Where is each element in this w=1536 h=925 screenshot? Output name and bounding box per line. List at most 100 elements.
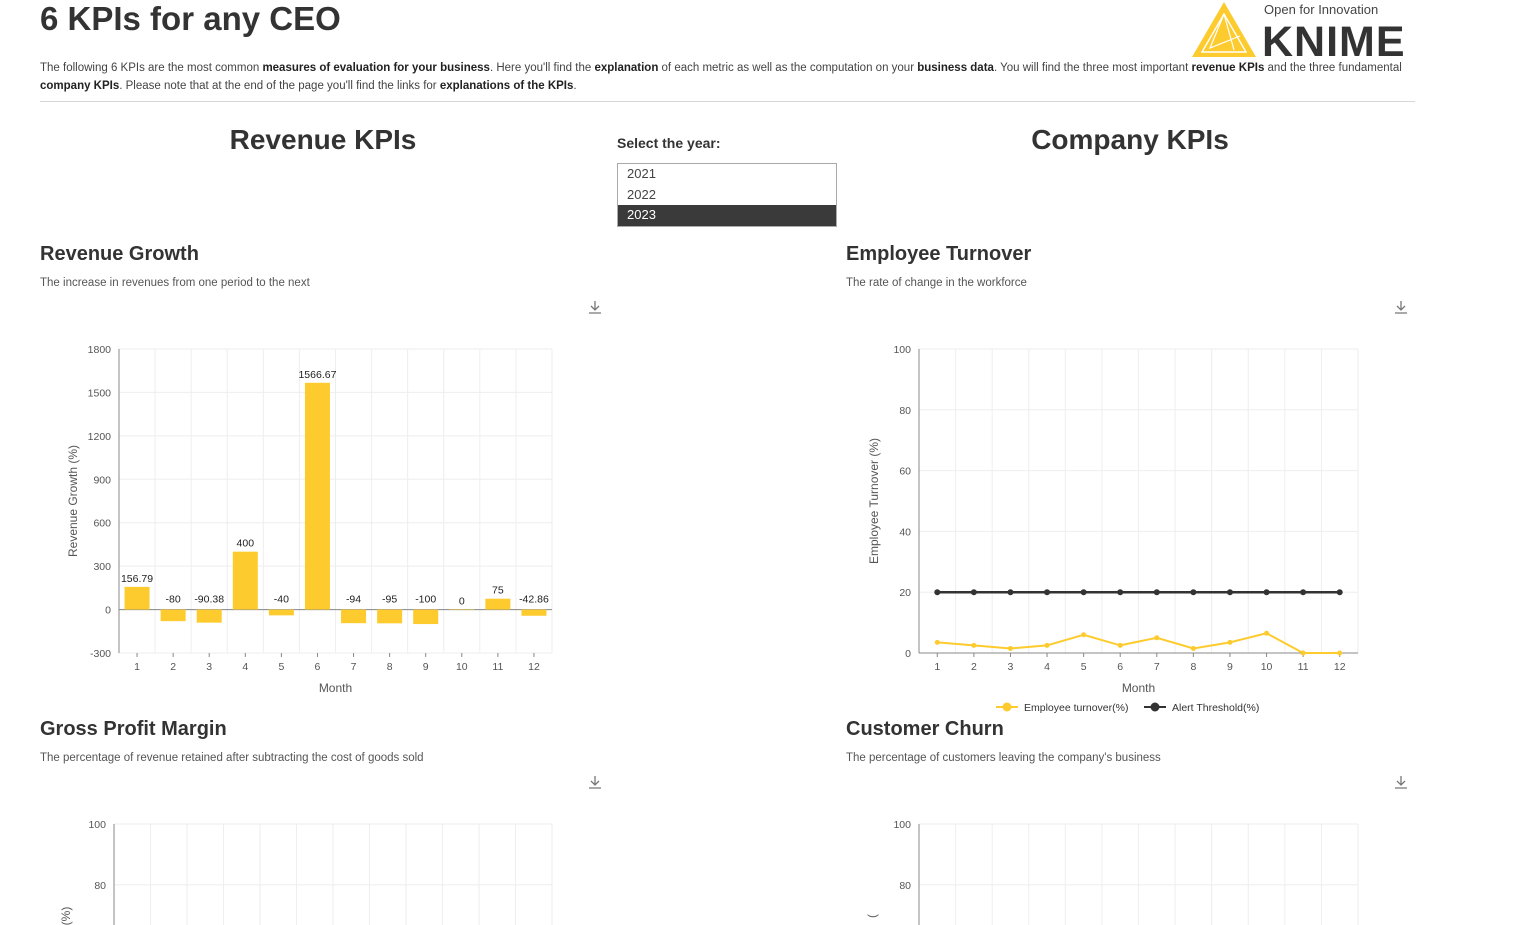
divider — [40, 101, 1415, 102]
x-tick-label: 2 — [170, 661, 176, 673]
x-tick-label: 10 — [1261, 661, 1273, 673]
year-select-list[interactable]: 2021 2022 2023 — [617, 163, 837, 227]
intro-emphasis: business data — [917, 62, 994, 74]
y-tick-label: 1500 — [88, 387, 112, 399]
series-line-employee-turnover — [937, 632, 1340, 654]
data-label: -94 — [346, 594, 361, 606]
year-option-2021[interactable]: 2021 — [627, 166, 656, 181]
x-tick-label: 7 — [351, 661, 357, 673]
x-tick-label: 7 — [1154, 661, 1160, 673]
data-point — [1336, 589, 1343, 596]
data-point — [1044, 642, 1050, 648]
data-label: -40 — [274, 594, 289, 606]
bar — [413, 609, 439, 625]
data-point — [1080, 589, 1087, 596]
intro-text: and the three fundamental — [1264, 62, 1402, 74]
x-tick-label: 9 — [1227, 661, 1233, 673]
x-tick-label: 10 — [456, 661, 468, 673]
data-point — [934, 639, 940, 645]
gross-profit-margin-subtitle: The percentage of revenue retained after… — [40, 752, 424, 764]
data-point — [1117, 589, 1124, 596]
y-tick-label: 100 — [88, 819, 106, 831]
y-tick-label: 20 — [899, 587, 911, 599]
y-axis-label: Employee Turnover (%) — [867, 438, 881, 564]
y-axis-label: ( — [865, 914, 879, 918]
bar — [449, 609, 475, 611]
data-label: -42.86 — [519, 594, 549, 606]
intro-emphasis: explanation — [594, 62, 659, 74]
bar — [377, 609, 403, 624]
intro-emphasis: measures of evaluation for your business — [262, 62, 490, 74]
page-title: 6 KPIs for any CEO — [40, 0, 341, 37]
y-tick-label: 100 — [893, 344, 911, 356]
download-icon[interactable] — [1393, 299, 1409, 315]
data-point — [1117, 642, 1123, 648]
data-label: 400 — [237, 538, 255, 550]
x-tick-label: 9 — [423, 661, 429, 673]
data-point — [1007, 589, 1014, 596]
legend-marker — [1150, 702, 1160, 712]
download-icon[interactable] — [1393, 774, 1409, 790]
legend-marker — [1002, 702, 1012, 712]
download-icon[interactable] — [587, 774, 603, 790]
y-tick-label: 1800 — [88, 344, 112, 356]
y-tick-label: 80 — [899, 405, 911, 417]
x-tick-label: 3 — [1008, 661, 1014, 673]
employee-turnover-subtitle: The rate of change in the workforce — [846, 277, 1027, 289]
data-point — [934, 589, 941, 596]
data-label: 1566.67 — [298, 369, 336, 381]
x-tick-label: 8 — [387, 661, 393, 673]
y-tick-label: 80 — [94, 880, 106, 892]
revenue-growth-title: Revenue Growth — [40, 243, 199, 265]
y-axis-label: (%) — [59, 907, 73, 925]
revenue-growth-subtitle: The increase in revenues from one period… — [40, 277, 310, 289]
year-option-2023[interactable]: 2023 — [618, 205, 836, 226]
bar — [196, 609, 222, 623]
data-label: -100 — [415, 594, 436, 606]
x-tick-label: 5 — [1081, 661, 1087, 673]
knime-triangle-icon — [1192, 2, 1256, 57]
data-label: 156.79 — [121, 573, 153, 585]
year-option-2022[interactable]: 2022 — [627, 186, 656, 202]
y-tick-label: 900 — [93, 474, 111, 486]
y-tick-label: 0 — [905, 648, 911, 660]
data-point — [1153, 589, 1160, 596]
data-point — [1264, 630, 1270, 636]
x-axis-label: Month — [319, 681, 352, 695]
year-select-label: Select the year: — [617, 135, 721, 151]
revenue-growth-chart: -300 0 300 600 900 1200 1500 1800 156.79 1 -80 2 -90… — [66, 344, 553, 695]
intro-emphasis: explanations of the KPIs — [439, 79, 574, 92]
knime-logo: Open for Innovation KNIME — [1192, 2, 1406, 60]
download-icon[interactable] — [587, 299, 603, 315]
intro-text: . Please note that at the end of the pag… — [119, 79, 440, 92]
y-tick-label: 100 — [893, 819, 911, 831]
data-label: -90.38 — [194, 594, 224, 606]
data-point — [1190, 645, 1196, 651]
data-point — [1337, 650, 1343, 656]
y-tick-label: -300 — [90, 648, 111, 660]
intro-emphasis: revenue KPIs — [1191, 62, 1265, 74]
data-point — [971, 642, 977, 648]
bar — [160, 609, 186, 622]
intro-text: The following 6 KPIs are the most common — [40, 62, 263, 74]
x-tick-label: 4 — [242, 661, 248, 673]
data-point — [970, 589, 977, 596]
data-point — [1300, 650, 1306, 656]
x-tick-label: 4 — [1044, 661, 1050, 673]
bar — [521, 609, 547, 616]
data-point — [1227, 639, 1233, 645]
gross-profit-margin-chart: 80 100 (%) — [59, 819, 553, 925]
x-tick-label: 8 — [1190, 661, 1196, 673]
bar — [341, 609, 367, 624]
logo-wordmark: KNIME — [1262, 18, 1406, 60]
data-point — [1300, 589, 1307, 596]
data-point — [1081, 632, 1087, 638]
y-tick-label: 1200 — [88, 431, 112, 443]
x-tick-label: 1 — [134, 661, 140, 673]
y-tick-label: 80 — [899, 880, 911, 892]
legend-label: Employee turnover(%) — [1024, 702, 1128, 714]
x-tick-label: 3 — [206, 661, 212, 673]
intro-paragraph: The following 6 KPIs are the most common… — [40, 60, 1415, 95]
x-tick-label: 11 — [492, 661, 503, 673]
